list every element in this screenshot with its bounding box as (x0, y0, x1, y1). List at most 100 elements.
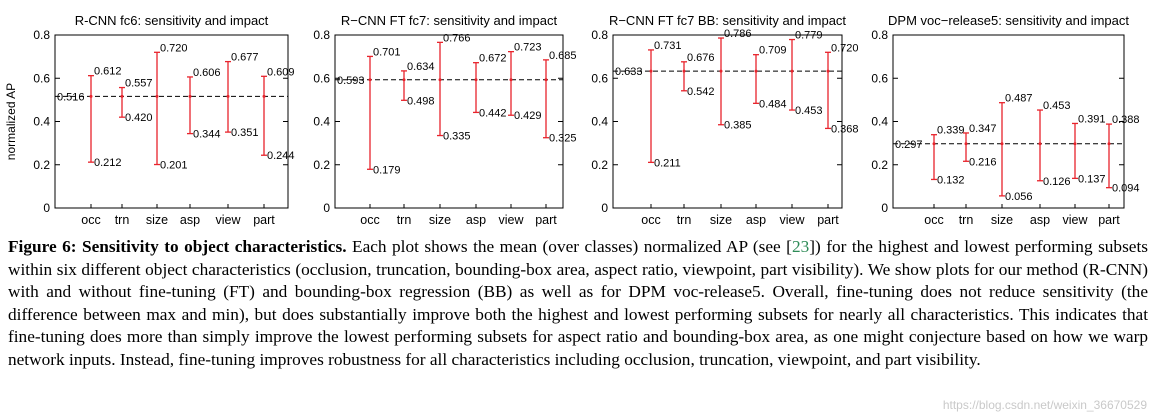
mean-marker (262, 94, 266, 98)
mean-marker (964, 142, 968, 146)
max-value-label: 0.731 (654, 40, 682, 52)
min-value-label: 0.201 (160, 160, 188, 172)
min-value-label: 0.244 (267, 150, 295, 162)
max-value-label: 0.388 (1112, 114, 1140, 126)
max-value-label: 0.676 (687, 52, 715, 64)
mean-marker (155, 94, 159, 98)
max-value-label: 0.779 (795, 30, 823, 42)
chart-title: R−CNN FT fc7 BB: sensitivity and impact (609, 13, 846, 28)
mean-marker (368, 78, 372, 82)
mean-marker (649, 69, 653, 73)
chart-panel-3: R−CNN FT fc7 BB: sensitivity and impact0… (591, 13, 858, 227)
chart-title: R-CNN fc6: sensitivity and impact (75, 13, 269, 28)
min-value-label: 0.056 (1005, 191, 1033, 203)
y-axis-label: normalized AP (4, 83, 18, 160)
mean-marker (682, 69, 686, 73)
y-tick-label: 0.8 (33, 28, 50, 42)
citation-link[interactable]: 23 (791, 237, 810, 256)
min-value-label: 0.484 (759, 98, 787, 110)
mean-marker (932, 142, 936, 146)
max-value-label: 0.677 (231, 52, 259, 64)
y-tick-label: 0.2 (313, 158, 330, 172)
x-tick-label: size (429, 213, 451, 227)
mean-marker (754, 69, 758, 73)
x-tick-label: view (498, 213, 524, 227)
mean-marker (226, 94, 230, 98)
min-value-label: 0.368 (831, 123, 859, 135)
x-tick-label: view (215, 213, 241, 227)
x-tick-label: occ (924, 213, 943, 227)
min-value-label: 0.132 (937, 174, 965, 186)
y-tick-label: 0.6 (313, 71, 330, 85)
mean-marker (544, 78, 548, 82)
x-tick-label: size (991, 213, 1013, 227)
x-tick-label: occ (81, 213, 100, 227)
charts-svg: R-CNN fc6: sensitivity and impact 0 0.2 0.4… (4, 13, 1140, 227)
mean-marker (1000, 142, 1004, 146)
min-value-label: 0.137 (1078, 173, 1106, 185)
y-tick-label: 0.8 (871, 28, 888, 42)
chart-title: R−CNN FT fc7: sensitivity and impact (341, 13, 558, 28)
x-tick-label: trn (677, 213, 692, 227)
x-tick-label: occ (360, 213, 379, 227)
min-value-label: 0.335 (443, 131, 471, 143)
max-value-label: 0.339 (937, 125, 965, 137)
x-tick-label: size (710, 213, 732, 227)
mean-marker (474, 78, 478, 82)
y-tick-label: 0.4 (33, 115, 50, 129)
x-tick-label: view (1062, 213, 1088, 227)
max-value-label: 0.723 (514, 42, 542, 54)
max-value-label: 0.685 (549, 50, 577, 62)
min-value-label: 0.429 (514, 110, 542, 122)
max-value-label: 0.701 (373, 46, 401, 58)
x-tick-label: asp (1030, 213, 1050, 227)
min-value-label: 0.216 (969, 156, 997, 168)
min-value-label: 0.211 (654, 157, 681, 169)
x-tick-label: asp (180, 213, 200, 227)
min-value-label: 0.542 (687, 86, 715, 98)
x-tick-label: asp (746, 213, 766, 227)
y-tick-label: 0.4 (313, 115, 330, 129)
y-tick-label: 0.6 (591, 71, 608, 85)
min-value-label: 0.442 (479, 107, 507, 119)
max-value-label: 0.672 (479, 53, 507, 65)
y-tick-label: 0.2 (591, 158, 608, 172)
y-tick-label: 0 (881, 201, 888, 215)
y-tick-label: 0.6 (871, 71, 888, 85)
min-value-label: 0.453 (795, 105, 823, 117)
min-value-label: 0.212 (94, 157, 122, 169)
chart-panel-4: DPM voc−release5: sensitivity and impact… (871, 13, 1139, 227)
x-tick-label: size (146, 213, 168, 227)
mean-value-label: 0.593 (337, 75, 365, 87)
figure-charts: R-CNN fc6: sensitivity and impact 0 0.2 0.4… (4, 13, 1140, 227)
max-value-label: 0.609 (267, 66, 295, 78)
max-value-label: 0.557 (125, 78, 153, 90)
mean-marker (1073, 142, 1077, 146)
figure-caption: Figure 6: Sensitivity to object characte… (8, 236, 1148, 372)
min-value-label: 0.498 (407, 95, 435, 107)
x-tick-label: trn (397, 213, 412, 227)
max-value-label: 0.606 (193, 67, 221, 79)
y-tick-label: 0.4 (591, 115, 608, 129)
y-tick-label: 0.8 (591, 28, 608, 42)
y-tick-label: 0.4 (871, 115, 888, 129)
max-value-label: 0.391 (1078, 113, 1106, 125)
mean-value-label: 0.297 (895, 139, 923, 151)
y-tick-label: 0 (601, 201, 608, 215)
x-tick-label: trn (115, 213, 130, 227)
mean-marker (188, 94, 192, 98)
max-value-label: 0.634 (407, 61, 435, 73)
mean-marker (790, 69, 794, 73)
chart-panel-1: R-CNN fc6: sensitivity and impact 0 0.2 0.4… (4, 13, 295, 227)
min-value-label: 0.179 (373, 164, 401, 176)
y-tick-label: 0 (43, 201, 50, 215)
min-value-label: 0.094 (1112, 183, 1140, 195)
mean-marker (826, 69, 830, 73)
caption-label: Figure 6: Sensitivity to object characte… (8, 237, 347, 256)
chart-title: DPM voc−release5: sensitivity and impact (888, 13, 1129, 28)
min-value-label: 0.325 (549, 133, 577, 145)
min-value-label: 0.344 (193, 129, 221, 141)
max-value-label: 0.612 (94, 66, 122, 78)
mean-marker (120, 94, 124, 98)
watermark: https://blog.csdn.net/weixin_36670529 (942, 398, 1147, 412)
